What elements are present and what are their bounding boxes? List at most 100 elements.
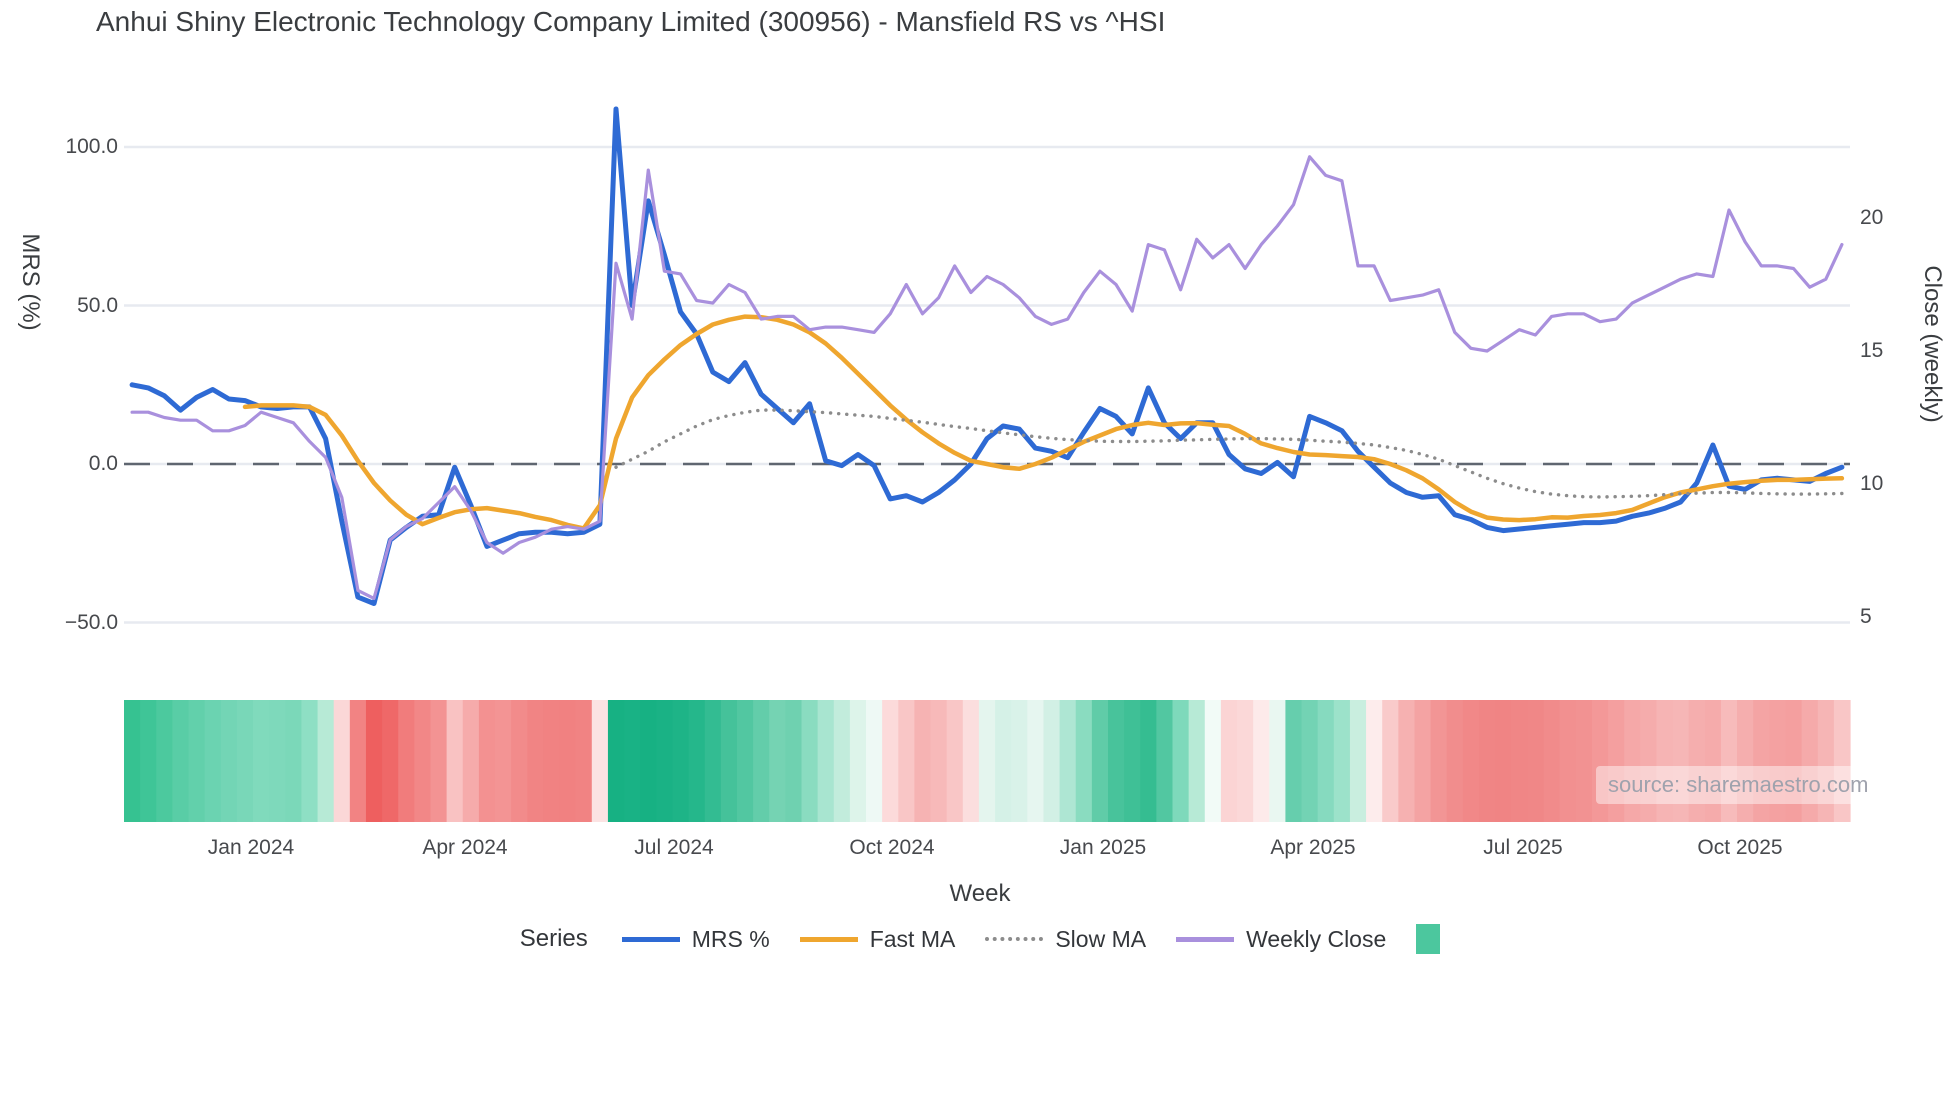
heatmap-cell (285, 700, 303, 822)
heatmap-cell (607, 700, 625, 822)
y-left-tick: 0.0 (88, 452, 118, 475)
heatmap-cell (995, 700, 1012, 822)
heatmap-cell (704, 700, 722, 822)
heatmap-cell (236, 700, 254, 822)
heatmap-cell (1027, 700, 1045, 822)
heatmap-cell (543, 700, 561, 822)
heatmap-cell (1107, 700, 1125, 822)
heatmap-cell (349, 700, 367, 822)
x-tick: Oct 2025 (1697, 836, 1783, 859)
heatmap-strip[interactable] (124, 700, 1851, 822)
heatmap-cell (930, 700, 948, 822)
legend-label: MRS % (691, 925, 770, 952)
heatmap-cell (1640, 700, 1658, 822)
heatmap-cell (1430, 700, 1448, 822)
heatmap-cell (1608, 700, 1625, 822)
heatmap-cell (1188, 700, 1206, 822)
heatmap-cell (914, 700, 932, 822)
heatmap-cell (1043, 700, 1061, 822)
heatmap-cell (1382, 700, 1399, 822)
heatmap-cell (1269, 700, 1287, 822)
legend-swatch (621, 936, 680, 942)
heatmap-cell (1237, 700, 1254, 822)
legend-heatmap-swatch[interactable] (1416, 924, 1441, 954)
heatmap-cell (672, 700, 690, 822)
legend-item-mrs-[interactable]: MRS % (621, 925, 770, 953)
heatmap-cell (365, 700, 383, 822)
page-title: Anhui Shiny Electronic Technology Compan… (96, 6, 1166, 37)
legend-items: MRS % Fast MA Slow MA Weekly Close (621, 924, 1441, 954)
legend-item-fast-ma[interactable]: Fast MA (799, 926, 955, 953)
legend-item-weekly-close[interactable]: Weekly Close (1176, 926, 1386, 953)
heatmap-cell (478, 700, 496, 822)
x-tick: Jul 2024 (634, 836, 714, 859)
y-left-tick: 50.0 (77, 294, 118, 317)
heatmap-cell (269, 700, 286, 822)
heatmap-cell (1204, 700, 1222, 822)
heatmap-cell (1833, 700, 1851, 822)
heatmap-cell (462, 700, 480, 822)
heatmap-cell (1753, 700, 1770, 822)
heatmap-cell (430, 700, 448, 822)
heatmap-cell (801, 700, 819, 822)
heatmap-cell (172, 700, 190, 822)
x-tick: Jan 2025 (1059, 836, 1147, 859)
y-right-tick: 20 (1860, 206, 1884, 229)
y-right-tick: 5 (1860, 605, 1872, 628)
heatmap-cell (1140, 700, 1157, 822)
legend-title: Series (519, 925, 588, 952)
legend-swatch (1176, 936, 1235, 942)
heatmap-cell (1591, 700, 1609, 822)
heatmap-cell (301, 700, 319, 822)
heatmap-cell (640, 700, 657, 822)
heatmap-cell (1059, 700, 1077, 822)
heatmap-cell (446, 700, 464, 822)
fast-ma-line[interactable] (242, 314, 1845, 531)
heatmap-cell (1511, 700, 1528, 822)
heatmap-cell (898, 700, 916, 822)
heatmap-cell (624, 700, 641, 822)
heatmap-cell (511, 700, 528, 822)
heatmap-cell (1801, 700, 1819, 822)
x-tick: Jul 2025 (1483, 836, 1563, 859)
heatmap-cell (1495, 700, 1512, 822)
heatmap-cell (495, 700, 512, 822)
heatmap-cell (1462, 700, 1480, 822)
heatmap-cell (1414, 700, 1432, 822)
heatmap-cell (1704, 700, 1722, 822)
legend-item-slow-ma[interactable]: Slow MA (985, 926, 1146, 953)
heatmap-cell (1011, 700, 1028, 822)
source-watermark: source: sharemaestro.com (1596, 766, 1881, 804)
heatmap-cell (1398, 700, 1416, 822)
heatmap-cell (527, 700, 544, 822)
heatmap-cell (882, 700, 899, 822)
heatmap-cell (253, 700, 270, 822)
heatmap-cell (1817, 700, 1835, 822)
weekly-close-line[interactable] (130, 155, 1844, 600)
heatmap-cell (1172, 700, 1190, 822)
heatmap-cell (591, 700, 609, 822)
heatmap-cell (1672, 700, 1690, 822)
heatmap-cell (1527, 700, 1545, 822)
legend-label: Slow MA (1055, 925, 1147, 952)
y-axis-left-title: MRS (%) (17, 233, 44, 331)
heatmap-cell (1737, 700, 1754, 822)
heatmap-cell (833, 700, 851, 822)
heatmap-cell (414, 700, 432, 822)
x-tick: Apr 2025 (1270, 836, 1356, 859)
heatmap-cell (204, 700, 222, 822)
heatmap-cell (1559, 700, 1577, 822)
heatmap-cell (1349, 700, 1367, 822)
x-tick: Jan 2024 (207, 836, 295, 859)
heatmap-cell (140, 700, 157, 822)
heatmap-cell (1317, 700, 1335, 822)
heatmap-cell (1156, 700, 1174, 822)
heatmap-cell (1785, 700, 1803, 822)
heatmap-cell (1575, 700, 1593, 822)
heatmap-cell (1333, 700, 1351, 822)
heatmap-cell (559, 700, 577, 822)
y-right-tick: 10 (1860, 472, 1884, 495)
mrs--line[interactable] (129, 106, 1845, 606)
heatmap-cell (575, 700, 593, 822)
